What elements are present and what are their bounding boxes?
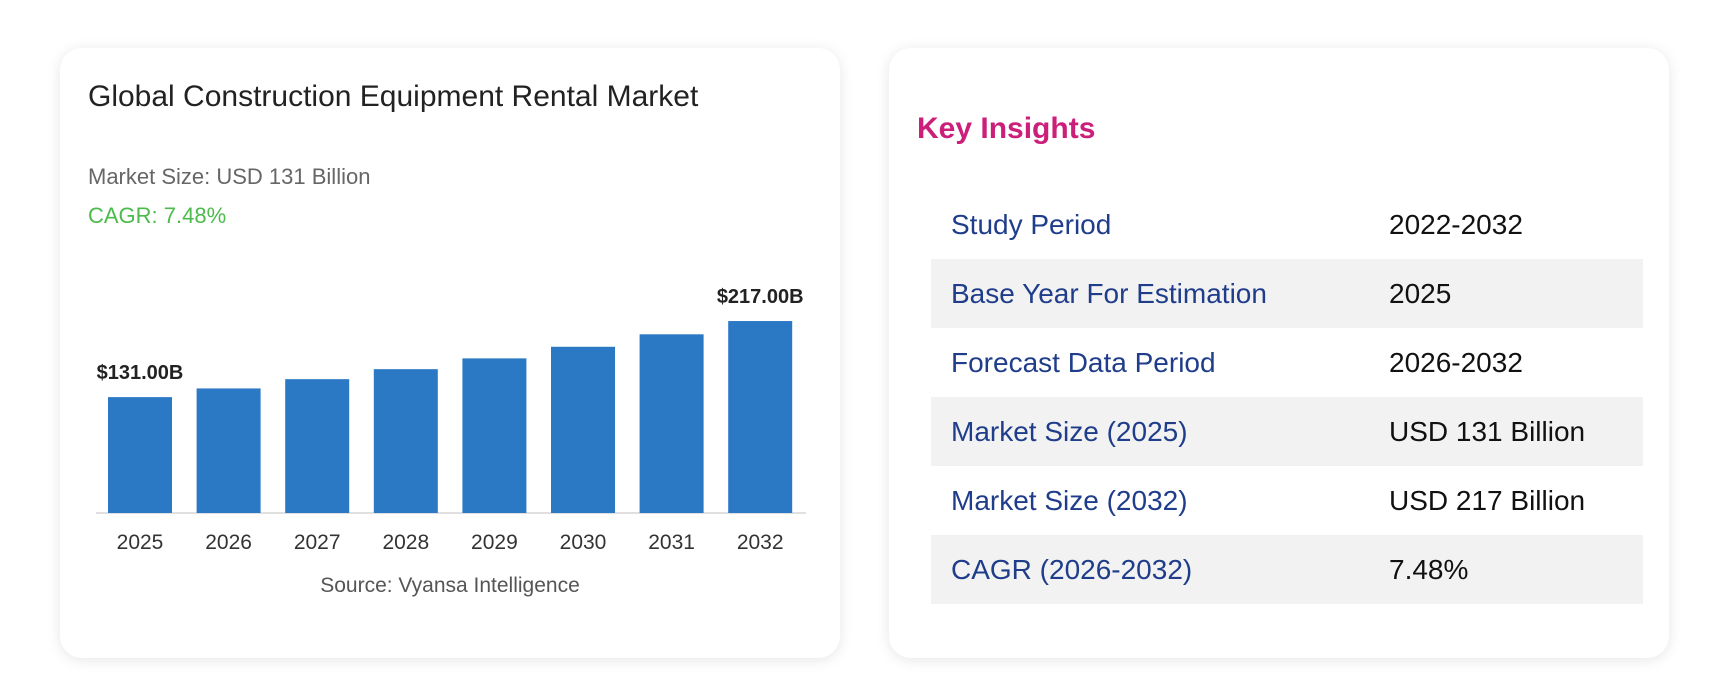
insights-row: Base Year For Estimation 2025 bbox=[931, 259, 1643, 328]
insight-value: USD 131 Billion bbox=[1389, 415, 1586, 447]
bar-value-label: $217.00B bbox=[717, 286, 804, 308]
bar-2030 bbox=[551, 346, 615, 513]
insights-row: CAGR (2026-2032) 7.48% bbox=[931, 535, 1643, 604]
bar-2026 bbox=[196, 388, 261, 513]
insight-value: 7.48% bbox=[1389, 553, 1469, 585]
x-tick-label: 2031 bbox=[648, 531, 695, 554]
insight-value: 2022-2032 bbox=[1389, 208, 1523, 240]
bar-2025 bbox=[108, 397, 172, 513]
x-tick-label: 2026 bbox=[205, 531, 252, 554]
x-tick-label: 2029 bbox=[471, 531, 518, 554]
cagr-subtitle: CAGR: 7.48% bbox=[88, 203, 227, 228]
chart-card: Global Construction Equipment Rental Mar… bbox=[60, 48, 840, 658]
insight-label: Study Period bbox=[951, 208, 1112, 240]
insights-card: Key Insights Study Period 2022-2032 Base… bbox=[889, 48, 1669, 658]
x-tick-label: 2028 bbox=[382, 531, 429, 554]
insights-row: Market Size (2025) USD 131 Billion bbox=[931, 397, 1643, 466]
bar-2027 bbox=[285, 379, 350, 513]
insight-value: 2025 bbox=[1389, 277, 1452, 309]
chart-source: Source: Vyansa Intelligence bbox=[320, 574, 580, 597]
bar-2032 bbox=[728, 321, 793, 513]
bar-value-label: $131.00B bbox=[97, 362, 184, 384]
insight-value: USD 217 Billion bbox=[1389, 484, 1586, 516]
insights-table: Study Period 2022-2032 Base Year For Est… bbox=[931, 190, 1643, 604]
insights-row: Market Size (2032) USD 217 Billion bbox=[931, 466, 1643, 535]
insights-title: Key Insights bbox=[917, 112, 1096, 145]
x-tick-label: 2025 bbox=[117, 531, 164, 554]
insight-label: Market Size (2032) bbox=[951, 484, 1188, 516]
bar-2029 bbox=[462, 358, 527, 513]
insight-value: 2026-2032 bbox=[1389, 346, 1523, 378]
bar-chart: 2025 2026 2027 2028 2029 2030 2031 2032 $131.00… bbox=[96, 286, 806, 597]
chart-title: Global Construction Equipment Rental Mar… bbox=[88, 80, 699, 113]
bar-2028 bbox=[373, 369, 438, 513]
insight-label: Forecast Data Period bbox=[951, 346, 1216, 378]
insights-row: Study Period 2022-2032 bbox=[931, 190, 1643, 259]
x-tick-label: 2030 bbox=[560, 531, 607, 554]
x-tick-label: 2032 bbox=[737, 531, 784, 554]
insight-label: CAGR (2026-2032) bbox=[951, 553, 1193, 585]
x-tick-label: 2027 bbox=[294, 531, 341, 554]
bar-2031 bbox=[639, 334, 704, 513]
market-size-subtitle: Market Size: USD 131 Billion bbox=[88, 164, 371, 189]
insight-label: Market Size (2025) bbox=[951, 415, 1188, 447]
insight-label: Base Year For Estimation bbox=[951, 277, 1267, 309]
insights-row: Forecast Data Period 2026-2032 bbox=[931, 328, 1643, 397]
